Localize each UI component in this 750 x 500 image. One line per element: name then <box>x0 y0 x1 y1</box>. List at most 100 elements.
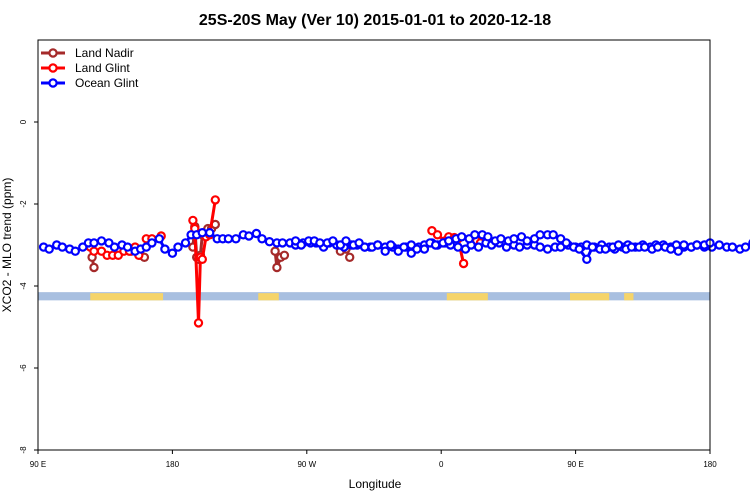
ocean-glint-point <box>514 242 525 252</box>
ocean-glint-point <box>626 242 637 252</box>
ocean-glint-point <box>399 242 409 252</box>
ocean-glint-point <box>727 242 738 252</box>
ocean-glint-point <box>473 242 484 252</box>
ocean-glint-point <box>96 236 107 246</box>
ocean-glint-point <box>692 240 702 250</box>
land-nadir-point <box>272 262 282 273</box>
ocean-glint-point <box>444 236 454 246</box>
ocean-glint-point <box>600 244 611 254</box>
ocean-glint-point <box>613 240 624 250</box>
x-axis-label: Longitude <box>349 477 402 491</box>
ocean-glint-point <box>257 234 267 244</box>
x-tick-label: 180 <box>703 460 717 469</box>
legend-label: Ocean Glint <box>75 76 139 90</box>
x-tick-label: 90 E <box>30 460 46 469</box>
land-patch <box>624 293 634 301</box>
ocean-glint-point <box>89 238 99 248</box>
ocean-glint-point <box>457 232 467 242</box>
x-tick-label: 90 E <box>567 460 583 469</box>
ocean-glint-point <box>522 236 532 246</box>
ocean-glint-point <box>679 240 689 250</box>
land-patch <box>258 293 279 301</box>
ocean-glint-point <box>328 236 338 246</box>
ocean-glint-point <box>496 234 506 244</box>
ocean-glint-point <box>315 238 325 248</box>
ocean-glint-point <box>57 242 68 252</box>
ocean-glint-point <box>173 242 183 252</box>
ocean-glint-point <box>535 230 545 240</box>
ocean-glint-point <box>666 244 676 254</box>
land-glint-point <box>193 318 204 328</box>
land-nadir-point <box>345 252 355 262</box>
y-tick-label: 0 <box>19 119 28 124</box>
y-tick-label: -6 <box>19 364 28 372</box>
legend-label: Land Nadir <box>75 46 134 60</box>
ocean-glint-point <box>412 244 422 254</box>
map-band <box>38 292 710 301</box>
ocean-glint-point <box>386 240 396 250</box>
ocean-glint-point <box>509 234 519 244</box>
y-tick-label: -4 <box>19 282 28 290</box>
legend-entry: Land Nadir <box>41 46 134 60</box>
x-tick-label: 180 <box>166 460 180 469</box>
y-tick-label: -2 <box>19 200 28 208</box>
ocean-glint-point <box>122 242 133 252</box>
ocean-glint-point <box>360 242 370 252</box>
ocean-glint-point <box>380 246 390 256</box>
ocean-glint-point <box>587 242 598 252</box>
x-tick-label: 90 W <box>297 460 316 469</box>
ocean-glint-point <box>277 238 288 248</box>
legend-swatch-marker <box>48 63 58 73</box>
land-patch <box>446 293 488 301</box>
ocean-glint-point <box>204 227 215 238</box>
ocean-glint-point <box>109 242 120 252</box>
ocean-glint-point <box>231 234 241 244</box>
ocean-glint-point <box>483 232 493 242</box>
legend-swatch-marker <box>48 48 58 58</box>
ocean-glint-point <box>154 234 164 244</box>
ocean-glint-point <box>341 236 351 246</box>
series-ocean-glint <box>38 227 750 264</box>
ocean-glint-point <box>70 246 81 256</box>
legend-entry: Ocean Glint <box>41 76 139 90</box>
land-glint-point <box>197 254 207 264</box>
ocean-glint-point <box>673 246 684 256</box>
ocean-glint-point <box>251 228 262 239</box>
ocean-glint-point <box>640 242 650 252</box>
legend-label: Land Glint <box>75 61 130 75</box>
ocean-glint-point <box>430 240 441 250</box>
ocean-glint-point <box>470 230 480 240</box>
ocean-glint-point <box>373 240 383 250</box>
plot-frame <box>37 39 711 451</box>
land-glint-point <box>432 230 443 240</box>
legend-entry: Land Glint <box>41 61 130 75</box>
ocean-glint-point <box>147 238 157 248</box>
land-glint-point <box>89 246 99 256</box>
land-glint-point <box>458 258 469 269</box>
ocean-glint-point <box>167 248 178 258</box>
ocean-glint-point <box>264 236 275 247</box>
ocean-glint-point <box>542 244 553 254</box>
ocean-glint-point <box>574 244 585 254</box>
ocean-glint-point <box>548 230 558 240</box>
y-axis: 0 -2 -4 -6 -8 <box>19 119 38 454</box>
ocean-glint-point <box>44 244 54 254</box>
ocean-glint-point <box>180 238 191 248</box>
x-axis: 90 E 180 90 W 0 90 E 180 <box>30 450 717 469</box>
series-land-glint <box>85 195 486 328</box>
ocean-glint-point <box>223 234 234 244</box>
ocean-glint-point <box>453 242 463 252</box>
ocean-glint-point <box>160 244 170 254</box>
land-patch <box>570 293 610 301</box>
land-nadir-point <box>270 246 280 256</box>
x-tick-label: 0 <box>439 460 444 469</box>
ocean-glint-point <box>197 227 207 238</box>
land-glint-point <box>210 195 220 205</box>
ocean-strip <box>38 292 710 301</box>
series-layer <box>38 195 750 328</box>
ocean-glint-point <box>714 240 725 250</box>
land-nadir-point <box>279 250 290 260</box>
ocean-glint-point <box>740 242 750 252</box>
